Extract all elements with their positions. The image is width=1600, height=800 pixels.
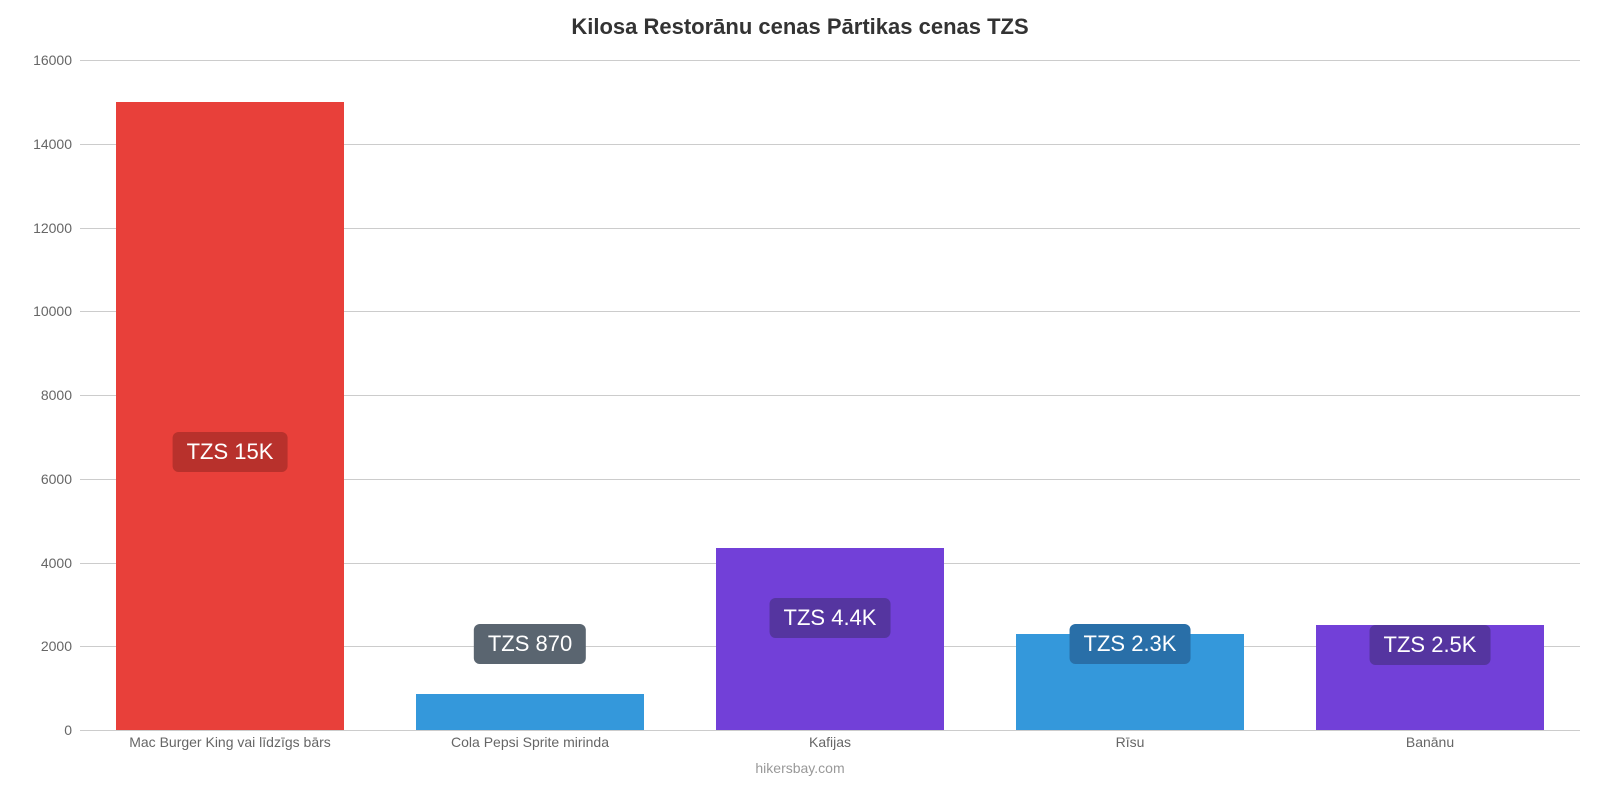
value-label: TZS 2.3K xyxy=(1070,624,1191,664)
bars-container: TZS 15K TZS 870 TZS 4.4K TZS 2.3K TZS 2.5K xyxy=(80,60,1580,730)
bar-slot: TZS 4.4K xyxy=(680,60,980,730)
x-tick-label: Mac Burger King vai līdzīgs bārs xyxy=(80,734,380,750)
bar-slot: TZS 15K xyxy=(80,60,380,730)
x-axis-labels: Mac Burger King vai līdzīgs bārsCola Pep… xyxy=(80,734,1580,750)
bar-slot: TZS 2.5K xyxy=(1280,60,1580,730)
value-label: TZS 15K xyxy=(173,432,288,472)
value-label: TZS 870 xyxy=(474,624,586,664)
value-label: TZS 4.4K xyxy=(770,598,891,638)
bar xyxy=(116,102,344,730)
bar xyxy=(416,694,644,730)
gridline xyxy=(80,730,1580,731)
y-tick-label: 4000 xyxy=(12,555,72,571)
y-tick-label: 14000 xyxy=(12,136,72,152)
plot-area: TZS 15K TZS 870 TZS 4.4K TZS 2.3K TZS 2.5K xyxy=(80,60,1580,730)
x-tick-label: Cola Pepsi Sprite mirinda xyxy=(380,734,680,750)
chart-title: Kilosa Restorānu cenas Pārtikas cenas TZ… xyxy=(0,0,1600,40)
x-tick-label: Kafijas xyxy=(680,734,980,750)
y-tick-label: 16000 xyxy=(12,52,72,68)
bar-slot: TZS 2.3K xyxy=(980,60,1280,730)
y-tick-label: 8000 xyxy=(12,387,72,403)
x-tick-label: Rīsu xyxy=(980,734,1280,750)
y-tick-label: 10000 xyxy=(12,303,72,319)
y-tick-label: 12000 xyxy=(12,220,72,236)
y-tick-label: 2000 xyxy=(12,638,72,654)
value-label: TZS 2.5K xyxy=(1370,625,1491,665)
y-tick-label: 6000 xyxy=(12,471,72,487)
bar-slot: TZS 870 xyxy=(380,60,680,730)
y-tick-label: 0 xyxy=(12,722,72,738)
bar xyxy=(716,548,944,730)
x-tick-label: Banānu xyxy=(1280,734,1580,750)
attribution: hikersbay.com xyxy=(0,760,1600,776)
